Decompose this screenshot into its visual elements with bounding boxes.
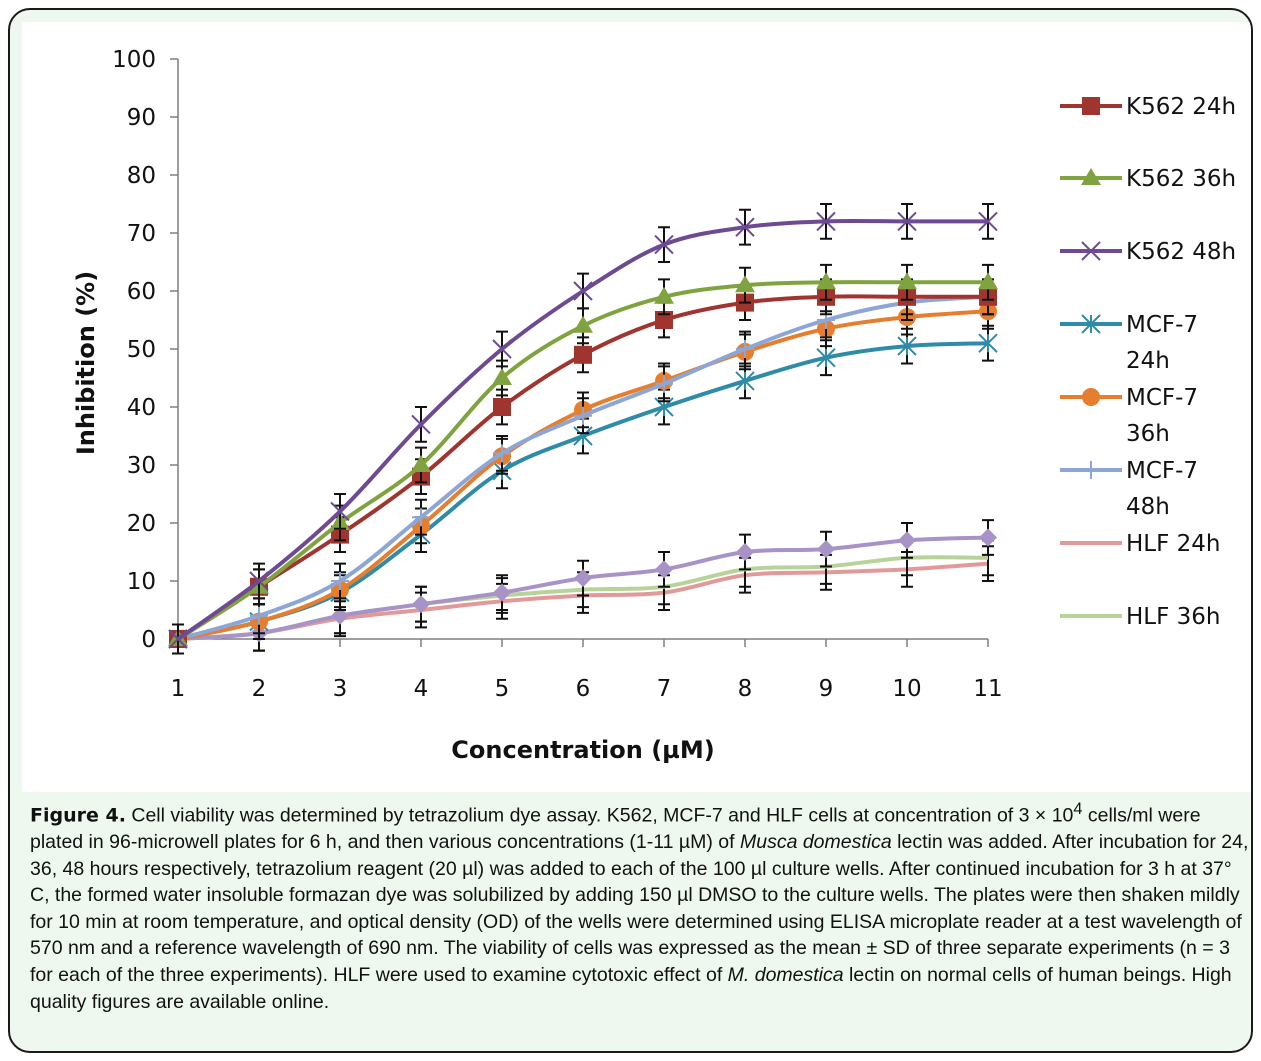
caption-text-1: Cell viability was determined by tetrazo…: [125, 804, 1074, 827]
y-tick-label: 80: [127, 163, 156, 189]
x-axis-title: Concentration (µM): [451, 736, 714, 764]
point-k562-36h: [573, 315, 593, 333]
caption-species-name: Musca domestica: [739, 831, 892, 854]
point-mcf-7-24h: [978, 333, 998, 353]
legend-label-hlf-36h: HLF 36h: [1126, 604, 1221, 630]
point-k562-36h: [978, 272, 998, 290]
legend-marker-k562-48h: [1081, 241, 1101, 261]
point-k562-36h: [492, 368, 512, 385]
point-k562-48h: [168, 629, 188, 649]
point-mcf-7-48h: [250, 606, 268, 625]
point-unlabeled: [412, 595, 430, 614]
y-tick-label: 70: [127, 221, 156, 247]
point-mcf-7-48h: [736, 340, 754, 358]
point-k562-36h: [654, 286, 674, 304]
x-tick-label: 8: [738, 676, 753, 702]
y-tick-label: 90: [127, 105, 156, 131]
y-tick-label: 40: [127, 395, 156, 421]
x-tick-label: 10: [892, 676, 921, 702]
point-k562-24h: [655, 311, 673, 329]
series-line-k562-48h: [176, 218, 988, 641]
point-k562-24h: [493, 398, 511, 416]
y-tick-label: 0: [141, 627, 156, 653]
caption-species-abbrev: M. domestica: [727, 964, 844, 987]
point-mcf-7-24h: [816, 347, 836, 368]
y-tick-label: 10: [127, 569, 156, 595]
point-k562-48h: [897, 211, 917, 232]
legend-label-mcf-7-24h: MCF-7 24h: [1126, 312, 1198, 374]
point-mcf-7-48h: [574, 406, 592, 425]
y-tick-label: 60: [127, 279, 156, 305]
caption-text-3: lectin was added. After incubation for 2…: [30, 831, 1249, 987]
point-k562-24h: [574, 345, 592, 364]
legend-marker-k562-36h: [1081, 168, 1101, 185]
point-unlabeled: [979, 528, 997, 547]
point-mcf-7-24h: [897, 336, 917, 356]
point-k562-36h: [735, 275, 755, 293]
chart-panel: 0 10 20 30 40 50 60 70 80 90 100 1 2 3 4 5 6 7 8 9 10 11 Conce…: [22, 22, 1251, 792]
point-k562-48h: [978, 211, 998, 232]
point-k562-36h: [897, 272, 917, 290]
point-unlabeled: [817, 540, 835, 559]
x-tick-label: 2: [252, 676, 267, 702]
point-k562-48h: [411, 414, 431, 435]
point-k562-48h: [330, 501, 350, 522]
figure-frame: 0 10 20 30 40 50 60 70 80 90 100 1 2 3 4 5 6 7 8 9 10 11 Conce…: [8, 8, 1253, 1053]
legend-label-hlf-24h: HLF 24h: [1126, 531, 1221, 557]
legend-label-k562-24h: K562 24h: [1126, 94, 1236, 120]
caption-text-4: lectin on normal cells of human beings. …: [30, 964, 1232, 1013]
x-tick-label: 4: [414, 676, 429, 702]
x-tick-label: 7: [657, 676, 672, 702]
point-k562-48h: [573, 281, 593, 301]
point-mcf-7-48h: [655, 374, 673, 393]
caption-superscript: 4: [1073, 800, 1083, 818]
y-tick-label: 30: [127, 453, 156, 479]
legend-label-k562-48h: K562 48h: [1126, 239, 1236, 265]
y-tick-label: 100: [112, 47, 156, 73]
legend-marker-k562-24h: [1082, 97, 1100, 115]
point-mcf-7-24h: [735, 371, 755, 391]
line-chart: 0 10 20 30 40 50 60 70 80 90 100 1 2 3 4 5 6 7 8 9 10 11 Conce…: [72, 47, 1236, 764]
x-tick-label: 9: [819, 676, 834, 702]
point-k562-48h: [816, 211, 836, 232]
caption-label: Figure 4.: [30, 804, 126, 827]
legend-label-k562-36h: K562 36h: [1126, 166, 1236, 192]
x-tick-label: 6: [576, 676, 591, 702]
point-k562-48h: [654, 234, 674, 255]
point-mcf-7-48h: [493, 444, 511, 463]
point-mcf-7-48h: [331, 572, 349, 590]
legend-marker-mcf-7-36h: [1082, 388, 1100, 406]
y-axis-title: Inhibition (%): [72, 271, 100, 455]
x-tick-label: 1: [171, 676, 186, 702]
legend-label-mcf-7-36h: MCF-7 36h: [1126, 385, 1198, 447]
y-tick-label: 50: [127, 337, 156, 363]
point-unlabeled: [655, 560, 673, 579]
legend-marker-mcf-7-24h: [1081, 314, 1101, 334]
legend-label-mcf-7-48h: MCF-7 48h: [1126, 458, 1198, 520]
point-unlabeled: [331, 606, 349, 625]
point-unlabeled: [493, 583, 511, 602]
figure-caption: Figure 4. Cell viability was determined …: [30, 796, 1251, 1015]
point-k562-48h: [735, 217, 755, 237]
point-k562-48h: [249, 571, 269, 591]
point-unlabeled: [898, 531, 916, 550]
point-k562-36h: [411, 455, 431, 472]
x-tick-label: 5: [495, 676, 510, 702]
point-k562-48h: [492, 339, 512, 359]
y-tick-label: 20: [127, 511, 156, 537]
point-unlabeled: [736, 543, 754, 561]
legend-marker-mcf-7-48h: [1082, 461, 1100, 479]
caption-text-2: cells/ml were plated in 96-microwell pla…: [30, 804, 1201, 854]
x-tick-label: 3: [333, 676, 348, 702]
point-k562-36h: [816, 272, 836, 290]
point-mcf-7-48h: [412, 508, 430, 527]
point-unlabeled: [574, 569, 592, 588]
x-tick-label: 11: [973, 676, 1002, 702]
